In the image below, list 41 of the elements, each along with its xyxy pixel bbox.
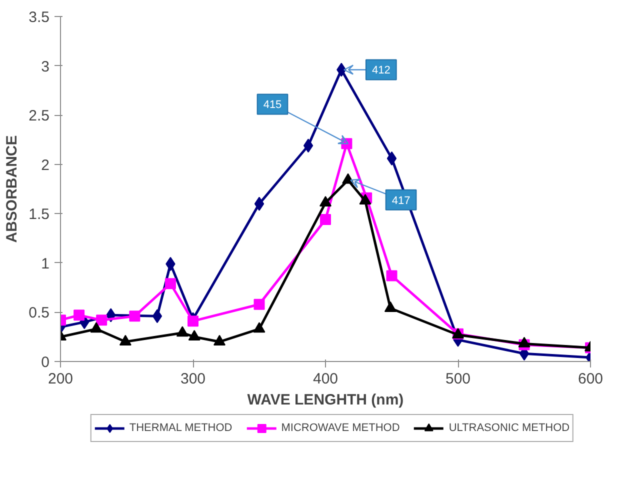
annotation: 415	[263, 99, 282, 112]
point	[320, 214, 331, 226]
x-tick-label: 300	[180, 370, 206, 388]
legend-label: ULTRASONIC METHOD	[448, 422, 570, 434]
y-tick-label: 0	[41, 354, 50, 371]
point	[176, 326, 188, 337]
y-tick-label: 0.5	[28, 304, 50, 322]
y-tick-label: 1.5	[28, 206, 50, 224]
annotation: 417	[392, 194, 410, 207]
point	[386, 151, 397, 166]
point	[253, 322, 266, 333]
point	[129, 310, 140, 322]
legend-label: MICROWAVE METHOD	[281, 422, 400, 434]
point	[254, 196, 264, 211]
point	[152, 309, 162, 324]
x-tick-label: 600	[578, 370, 604, 388]
x-tick-label: 200	[48, 370, 74, 388]
point	[188, 330, 200, 341]
point	[96, 314, 108, 326]
point	[188, 316, 198, 327]
point	[119, 334, 132, 346]
point	[384, 301, 396, 312]
point	[254, 298, 265, 310]
point	[164, 278, 176, 290]
x-tick-label: 500	[445, 370, 471, 388]
point	[214, 334, 226, 346]
point	[90, 322, 102, 333]
y-tick-label: 1	[41, 255, 50, 272]
point	[386, 270, 398, 282]
annotation: 412	[372, 64, 390, 77]
point	[303, 138, 314, 153]
y-tick-label: 3	[41, 58, 50, 76]
y-axis-title: ABSORBANCE	[4, 135, 21, 243]
legend-label: THERMAL METHOD	[129, 422, 232, 434]
x-tick-label: 400	[312, 370, 338, 388]
y-tick-label: 2	[41, 156, 50, 174]
y-tick-label: 2.5	[28, 108, 50, 125]
point	[74, 310, 85, 321]
y-tick-label: 3.5	[28, 9, 50, 26]
x-axis-title: WAVE LENGHTH (nm)	[247, 392, 404, 408]
point	[518, 336, 530, 348]
